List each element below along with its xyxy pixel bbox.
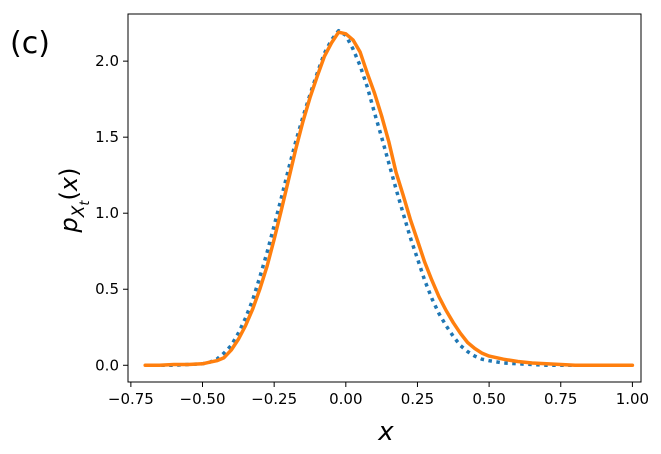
x-tick-label: −0.50	[180, 390, 226, 408]
y-tick-label: 0.5	[95, 280, 119, 298]
x-tick-label: 0.75	[544, 390, 577, 408]
panel-label: (c)	[10, 26, 50, 61]
x-tick-label: −0.25	[251, 390, 297, 408]
y-axis-label-base: p	[55, 217, 83, 233]
x-tick-label: 0.25	[401, 390, 434, 408]
x-axis: −0.75 −0.50 −0.25 0.00 0.25 0.50 0.75 1.00	[108, 382, 649, 408]
y-axis-label-sub: X	[69, 205, 89, 218]
series-layer	[143, 28, 635, 368]
x-tick-label: 1.00	[616, 390, 649, 408]
y-axis-label: pXt(x)	[55, 168, 93, 234]
series-line-1	[145, 28, 633, 368]
y-axis-label-arg-close: )	[55, 168, 83, 177]
x-tick-label: 0.00	[329, 390, 362, 408]
x-axis-label: x	[377, 417, 394, 447]
y-axis-label-arg-open: (	[55, 191, 83, 200]
y-tick-label: 0.0	[95, 356, 119, 374]
y-axis: 0.0 0.5 1.0 1.5 2.0	[95, 52, 128, 374]
x-tick-label: −0.75	[108, 390, 154, 408]
y-tick-label: 1.5	[95, 128, 119, 146]
y-tick-label: 2.0	[95, 52, 119, 70]
plot-frame	[127, 13, 642, 383]
series-line-2	[143, 30, 635, 368]
y-axis-label-subsub: t	[78, 200, 93, 206]
x-tick-label: 0.50	[472, 390, 505, 408]
y-tick-label: 1.0	[95, 204, 119, 222]
y-axis-label-arg-var: x	[55, 176, 83, 192]
